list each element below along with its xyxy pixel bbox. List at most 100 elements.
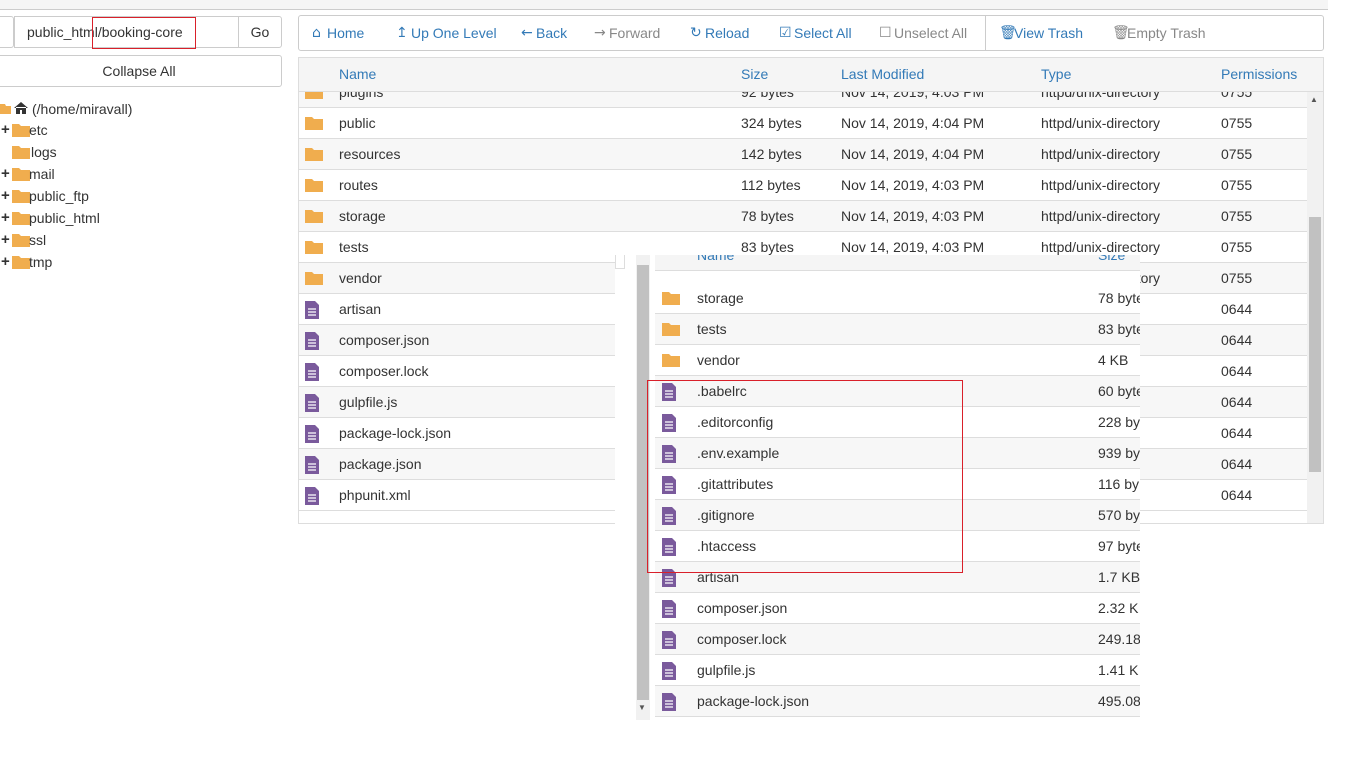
overlay-row[interactable]: package-lock.json 495.08 (655, 685, 1140, 717)
overlay-name: storage (697, 289, 744, 306)
file-row[interactable]: resources 142 bytes Nov 14, 2019, 4:04 PM h… (299, 139, 1307, 170)
cell-size: 324 bytes (741, 115, 802, 131)
overlay-size: 116 by (1098, 475, 1139, 492)
toolbar-button[interactable]: Home (327, 25, 365, 41)
tree-root[interactable]: (/home/miravall) (32, 101, 133, 117)
overlay-row[interactable]: .env.example 939 by (655, 437, 1140, 469)
cell-name: storage (339, 208, 386, 224)
tree-folder[interactable]: public_html (29, 210, 100, 226)
column-header[interactable]: Permissions (1221, 66, 1298, 82)
toolbar-button[interactable]: View Trash (1014, 25, 1083, 41)
file-icon (661, 537, 681, 557)
toolbar-button[interactable]: Unselect All (894, 25, 968, 41)
column-header[interactable]: Type (1041, 66, 1072, 82)
cell-modified: Nov 14, 2019, 4:04 PM (841, 146, 985, 162)
toolbar-icon: ☐ (879, 25, 892, 41)
column-header[interactable]: Size (741, 66, 769, 82)
highlight-box (92, 17, 196, 49)
overlay-name: composer.json (697, 599, 788, 616)
overlay-row[interactable]: .htaccess 97 byte (655, 530, 1140, 562)
toolbar-button[interactable]: Back (536, 25, 568, 41)
cell-modified: Nov 14, 2019, 4:03 PM (841, 177, 985, 193)
file-row[interactable]: public 324 bytes Nov 14, 2019, 4:04 PM http… (299, 108, 1307, 139)
cell-size: 78 bytes (741, 208, 794, 224)
toolbar-button[interactable]: Up One Level (411, 25, 497, 41)
folder-icon (304, 145, 324, 165)
tree-folder[interactable]: ssl (29, 232, 47, 248)
overlay-row[interactable]: composer.json 2.32 K (655, 592, 1140, 624)
tree-folder[interactable]: etc (29, 122, 48, 138)
file-icon (304, 393, 324, 413)
tree-folder[interactable]: tmp (29, 254, 53, 270)
overlay-size: 939 by (1098, 444, 1140, 461)
file-icon (304, 455, 324, 475)
overlay-name: package-lock.json (697, 692, 810, 709)
overlay-size: 228 by (1098, 413, 1140, 430)
folder-icon (304, 92, 324, 103)
collapse-button[interactable]: Collapse All (0, 55, 282, 87)
home-icon (0, 100, 30, 116)
tree-folder[interactable]: public_ftp (29, 188, 89, 204)
file-icon (661, 568, 681, 588)
overlay-row[interactable]: .editorconfig 228 by (655, 406, 1140, 438)
toolbar-icon: ← (521, 25, 533, 41)
tree-folder[interactable]: logs (31, 144, 57, 160)
folder-icon (304, 176, 324, 196)
file-row[interactable]: routes 112 bytes Nov 14, 2019, 4:03 PM http… (299, 170, 1307, 201)
folder-icon (304, 207, 324, 227)
toolbar-button[interactable]: Empty Trash (1127, 25, 1206, 41)
overlay-row[interactable]: composer.lock 249.18 (655, 623, 1140, 655)
overlay-size: 1.41 K (1098, 661, 1139, 678)
tree-folder[interactable]: mail (29, 166, 55, 182)
cell-size: 83 bytes (741, 239, 794, 255)
cell-name: gulpfile.js (339, 394, 398, 410)
toolbar-button[interactable]: Select All (794, 25, 852, 41)
cell-permissions: 0755 (1221, 177, 1253, 193)
cell-type: httpd/unix-directory (1041, 239, 1161, 255)
toolbar-icon: ↥ (396, 25, 408, 41)
folder-icon (11, 231, 31, 251)
cell-name: tests (339, 239, 369, 255)
overlay-row[interactable]: tests 83 byte (655, 313, 1140, 345)
file-icon (661, 475, 681, 495)
overlay-row[interactable]: artisan 1.7 KB (655, 561, 1140, 593)
file-row[interactable]: storage 78 bytes Nov 14, 2019, 4:03 PM http… (299, 201, 1307, 232)
overlay-column-header[interactable]: Size (1098, 255, 1126, 263)
overlay-row[interactable]: vendor 4 KB (655, 344, 1140, 376)
file-row[interactable]: plugins 92 bytes Nov 14, 2019, 4:03 PM http… (299, 92, 1307, 108)
column-header[interactable]: Name (339, 66, 377, 82)
overlay-column-header[interactable]: Name (697, 255, 735, 263)
file-icon (661, 382, 681, 402)
expand-toggle: + (1, 209, 10, 226)
column-header[interactable]: Last Modified (841, 66, 925, 82)
cell-name: composer.lock (339, 363, 429, 379)
expand-toggle: + (1, 165, 10, 182)
overlay-panel: ▼ Name Size storage 78 byte tests 83 byte vendo… (615, 255, 1140, 720)
table-header (299, 58, 1323, 92)
folder-icon (11, 165, 31, 185)
overlay-name: gulpfile.js (697, 661, 756, 678)
cell-name: routes (339, 177, 378, 193)
overlay-row[interactable]: storage 78 byte (655, 282, 1140, 314)
cell-name: vendor (339, 270, 382, 286)
overlay-size: 97 byte (1098, 537, 1140, 554)
overlay-name: .env.example (697, 444, 780, 461)
go-button[interactable]: Go (238, 16, 282, 48)
cell-name: public (339, 115, 376, 131)
scroll-thumb (1309, 217, 1321, 472)
toolbar-icon: → (594, 25, 606, 41)
overlay-row[interactable]: .gitattributes 116 by (655, 468, 1140, 500)
cell-permissions: 0755 (1221, 146, 1253, 162)
cell-permissions: 0644 (1221, 394, 1253, 410)
toolbar-icon: ↻ (690, 25, 702, 41)
folder-icon (661, 289, 681, 309)
toolbar-button[interactable]: Forward (609, 25, 661, 41)
overlay-name: .htaccess (697, 537, 757, 554)
up-button[interactable] (0, 16, 14, 48)
overlay-name: .editorconfig (697, 413, 774, 430)
toolbar-button[interactable]: Reload (705, 25, 750, 41)
overlay-row[interactable]: gulpfile.js 1.41 K (655, 654, 1140, 686)
overlay-row[interactable]: .gitignore 570 by (655, 499, 1140, 531)
file-icon (661, 506, 681, 526)
overlay-size: 78 byte (1098, 289, 1140, 306)
